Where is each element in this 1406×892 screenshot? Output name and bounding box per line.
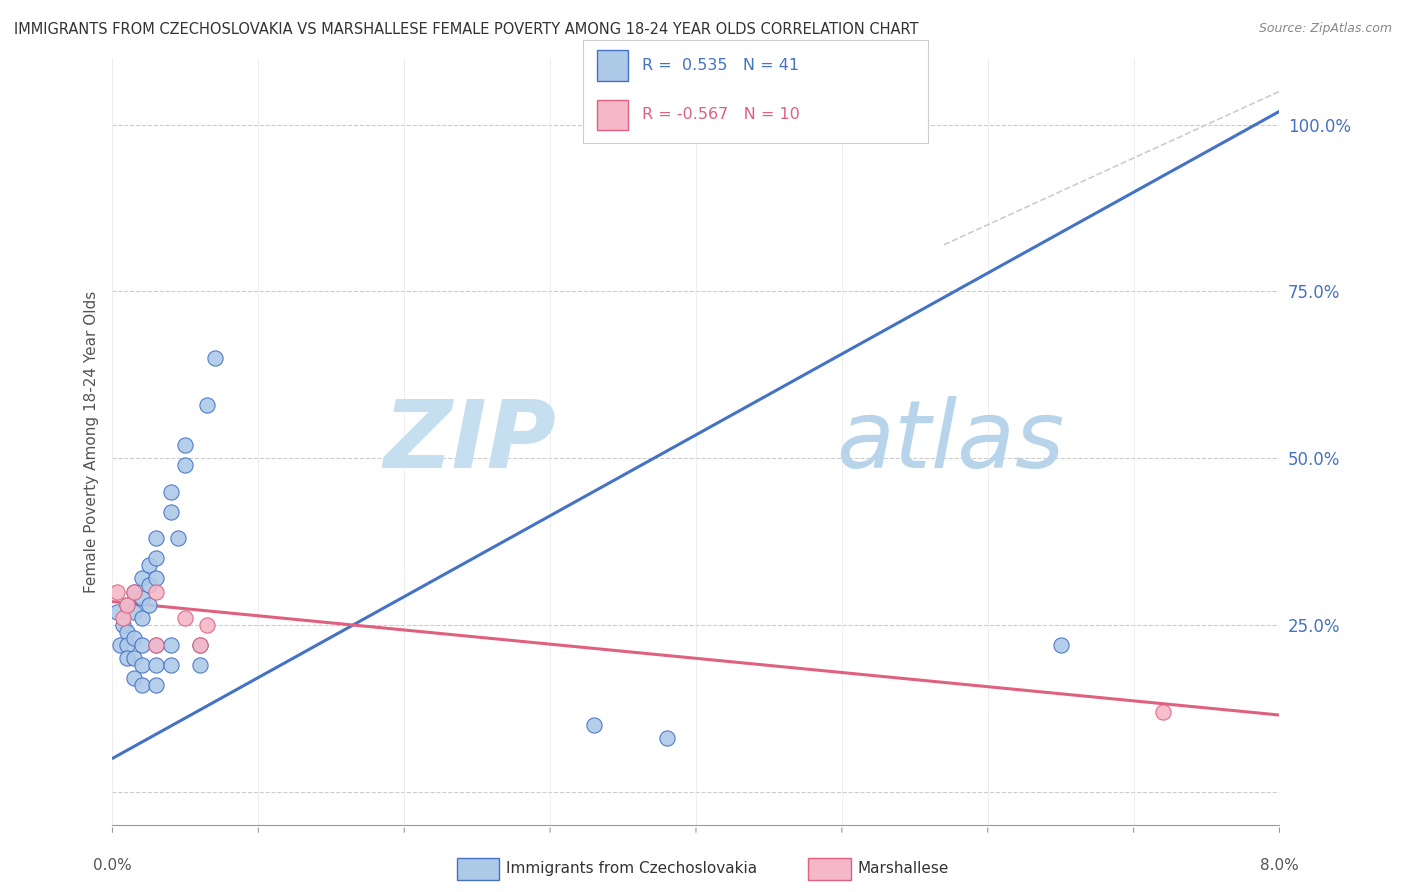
Point (160, 505, 183, 519)
Point (145, 531, 167, 545)
Point (160, 658, 183, 673)
Point (174, 611, 197, 625)
Point (174, 438, 197, 452)
Text: 0.0%: 0.0% (93, 858, 132, 873)
Point (1049, 638, 1071, 652)
Point (115, 624, 138, 639)
Point (145, 638, 167, 652)
Point (131, 571, 153, 585)
Point (138, 558, 160, 572)
Point (111, 611, 134, 625)
Point (131, 638, 153, 652)
Point (582, 718, 605, 732)
Point (111, 618, 134, 632)
Point (145, 658, 167, 673)
Point (1152, 705, 1174, 719)
Point (188, 658, 211, 673)
Text: atlas: atlas (837, 396, 1064, 487)
Point (145, 571, 167, 585)
Point (138, 598, 160, 612)
Point (188, 638, 211, 652)
Text: 8.0%: 8.0% (1260, 858, 1299, 873)
Point (160, 638, 183, 652)
Point (195, 618, 218, 632)
Point (655, 731, 678, 746)
Point (131, 678, 153, 692)
Text: IMMIGRANTS FROM CZECHOSLOVAKIA VS MARSHALLESE FEMALE POVERTY AMONG 18-24 YEAR OL: IMMIGRANTS FROM CZECHOSLOVAKIA VS MARSHA… (14, 22, 918, 37)
Point (145, 584, 167, 599)
Point (131, 658, 153, 673)
Point (124, 584, 146, 599)
Point (124, 632, 146, 646)
Point (195, 398, 218, 412)
Point (167, 531, 190, 545)
FancyBboxPatch shape (598, 100, 628, 130)
Point (160, 484, 183, 499)
Y-axis label: Female Poverty Among 18-24 Year Olds: Female Poverty Among 18-24 Year Olds (83, 291, 98, 592)
Point (105, 605, 128, 619)
Point (188, 638, 211, 652)
Point (174, 458, 197, 472)
Point (115, 638, 138, 652)
Point (204, 351, 226, 366)
Text: Marshallese: Marshallese (858, 862, 949, 876)
Point (105, 584, 128, 599)
FancyBboxPatch shape (598, 50, 628, 81)
Point (124, 671, 146, 685)
Text: R = -0.567   N = 10: R = -0.567 N = 10 (643, 107, 800, 122)
Point (115, 651, 138, 665)
Text: R =  0.535   N = 41: R = 0.535 N = 41 (643, 58, 799, 73)
Point (108, 638, 131, 652)
Point (145, 638, 167, 652)
Text: Immigrants from Czechoslovakia: Immigrants from Czechoslovakia (506, 862, 758, 876)
Point (138, 578, 160, 592)
Point (115, 598, 138, 612)
Point (145, 551, 167, 566)
Text: ZIP: ZIP (382, 395, 555, 488)
Text: Source: ZipAtlas.com: Source: ZipAtlas.com (1258, 22, 1392, 36)
Point (131, 591, 153, 606)
Point (115, 598, 138, 612)
Point (124, 584, 146, 599)
Point (131, 611, 153, 625)
Point (145, 678, 167, 692)
Point (124, 651, 146, 665)
Point (124, 605, 146, 619)
